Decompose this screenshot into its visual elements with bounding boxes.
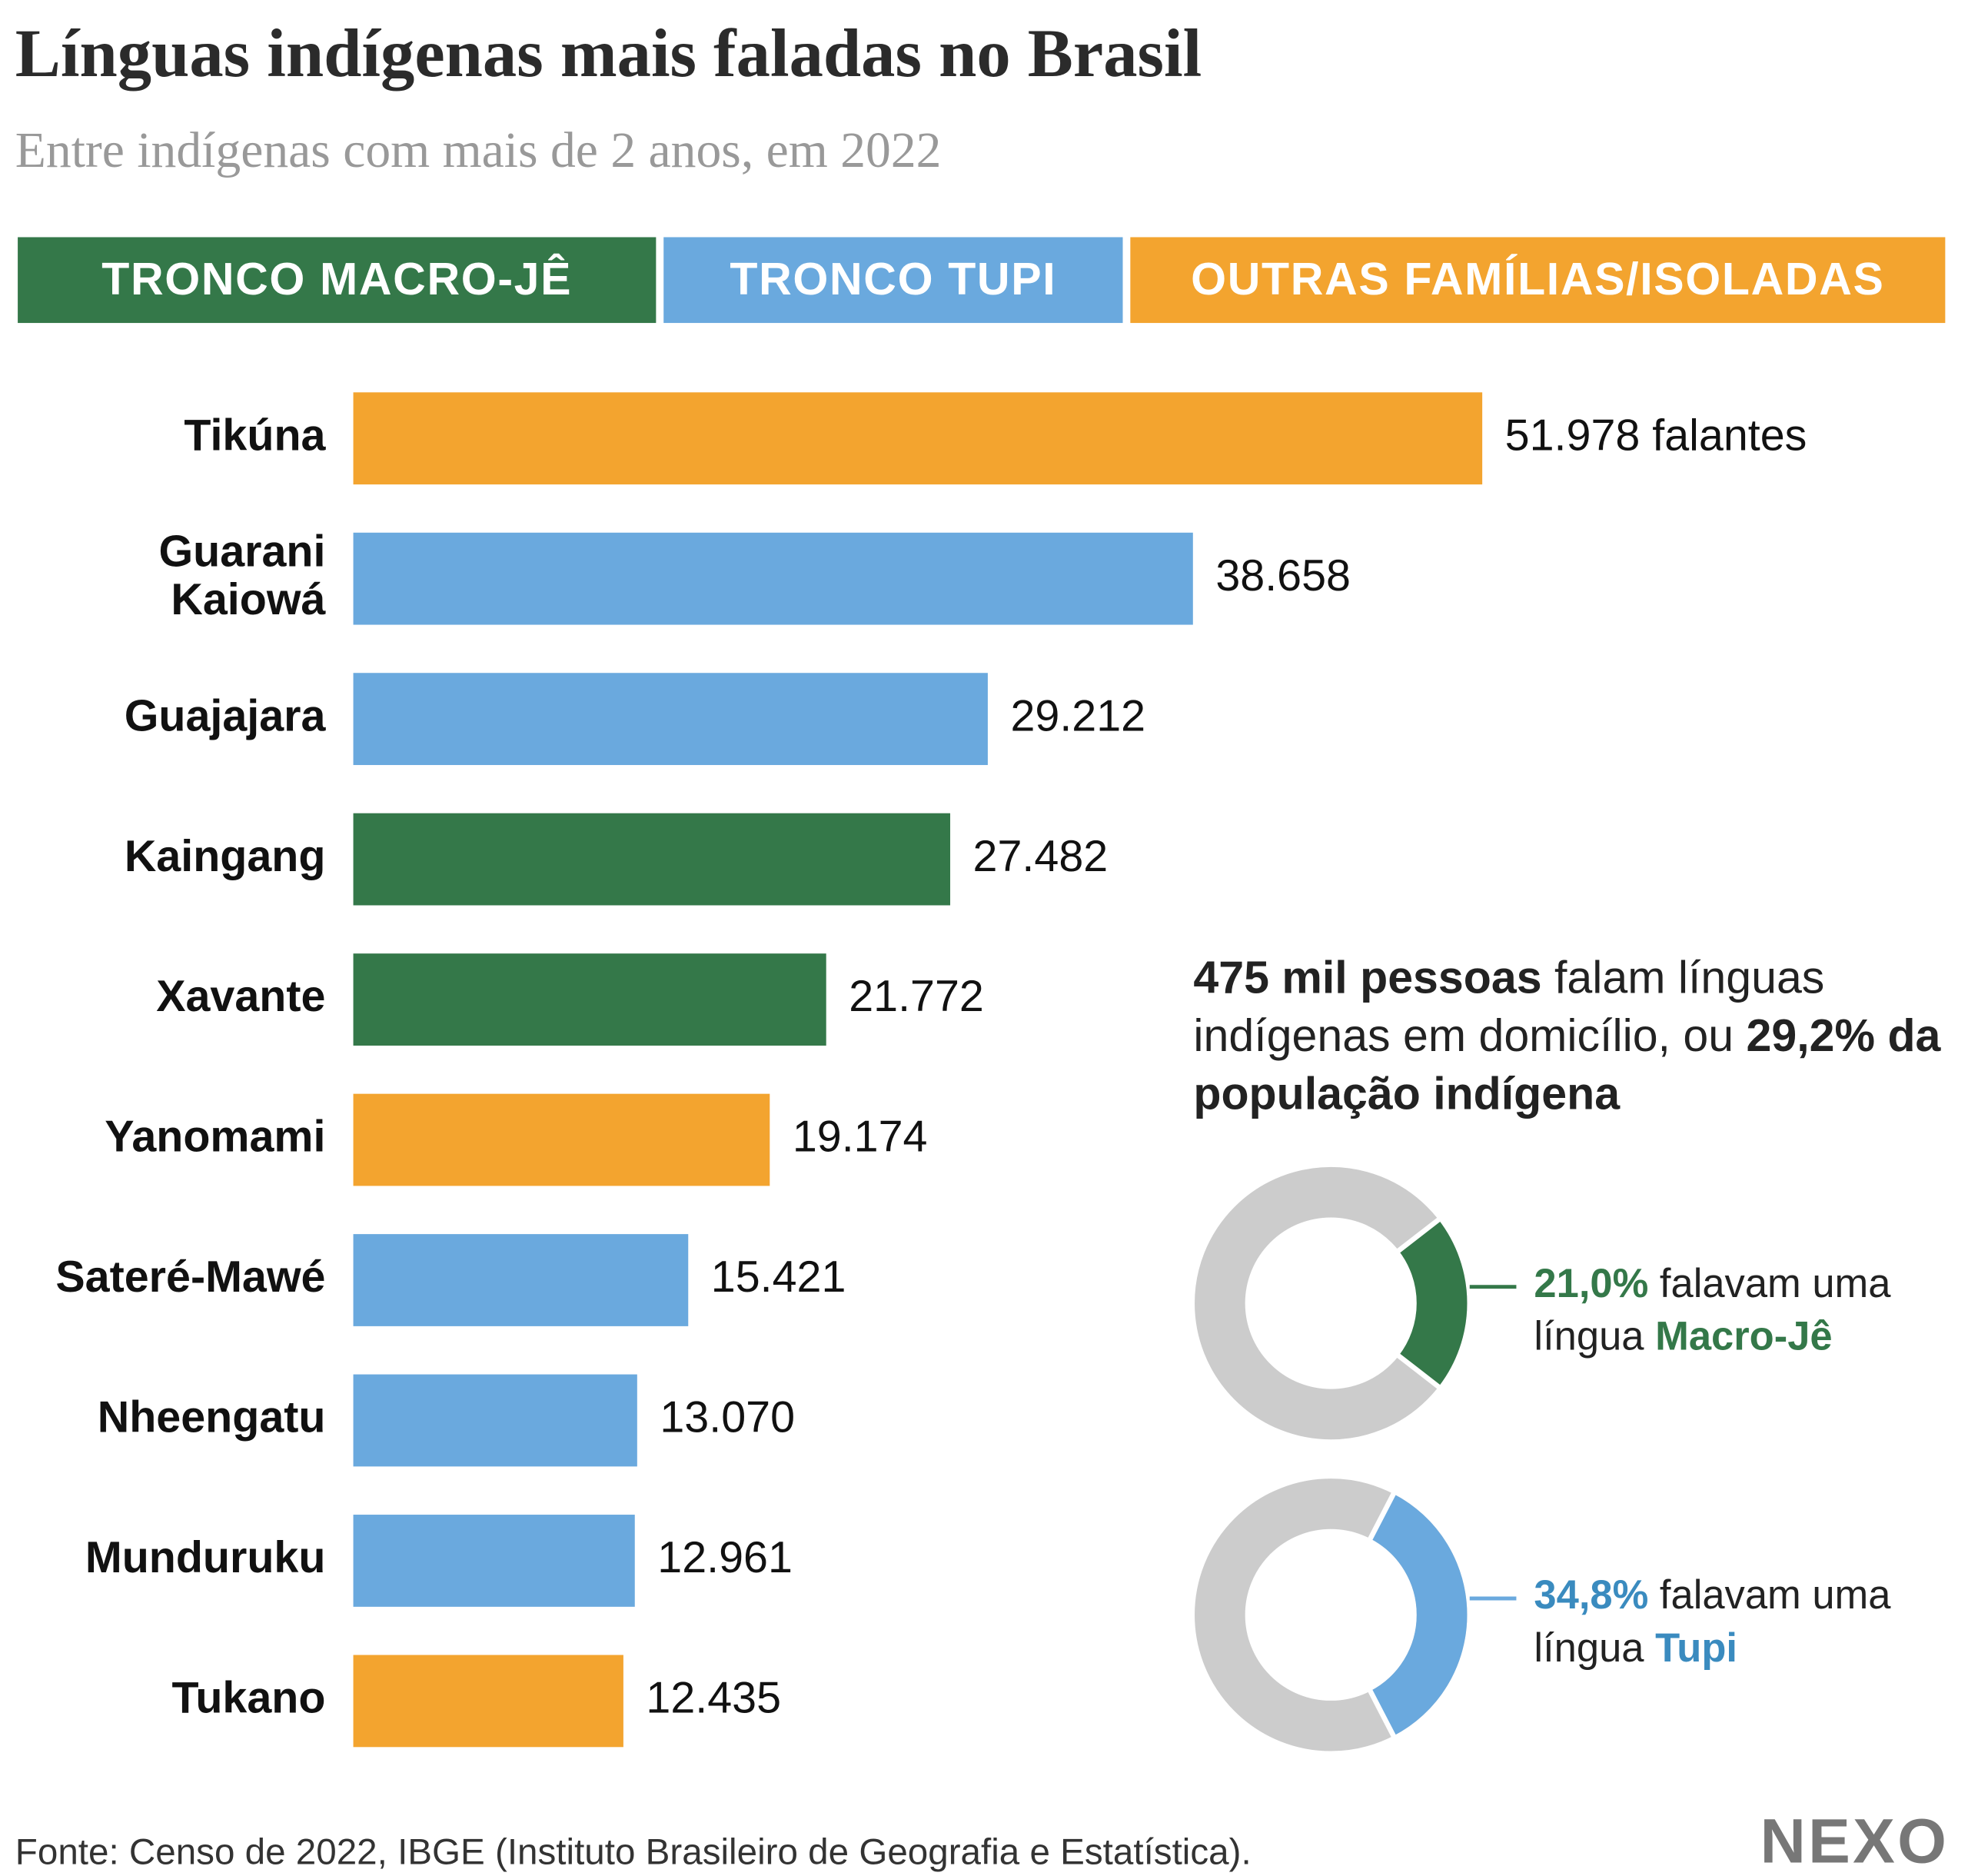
- legend-swatch: [18, 237, 657, 324]
- bar: [353, 1515, 635, 1607]
- category-label: Yanomami: [105, 1113, 325, 1162]
- category-label: Sateré-Mawé: [55, 1252, 325, 1302]
- value-label: 13.070: [660, 1393, 795, 1442]
- source: Fonte: Censo de 2022, IBGE (Instituto Br…: [15, 1832, 1252, 1873]
- value-label: 21.772: [849, 972, 984, 1021]
- legend-label: TRONCO TUPI: [730, 254, 1056, 304]
- donut-text: falavam uma língua: [1534, 1572, 1891, 1671]
- chart-subtitle: Entre indígenas com mais de 2 anos, em 2…: [15, 123, 942, 178]
- logo: NEXO: [1760, 1806, 1950, 1876]
- value-label: 27.482: [973, 832, 1109, 881]
- category-label: Kaingang: [125, 832, 326, 881]
- value-label: 29.212: [1010, 691, 1145, 740]
- value-label: 19.174: [793, 1113, 928, 1162]
- bar: [353, 1234, 689, 1326]
- donut-label-box: 34,8% falavam uma língua Tupi: [1534, 1568, 1967, 1675]
- annotation: 475 mil pessoas falam línguas indígenas …: [1193, 949, 1963, 1123]
- value-label: 12.435: [646, 1674, 781, 1723]
- donut-gap: [1367, 1491, 1397, 1738]
- bar: [353, 532, 1193, 625]
- donut-value-label: 21,0%: [1534, 1260, 1649, 1306]
- legend-swatch: [663, 237, 1123, 324]
- donut-gap: [1396, 1216, 1441, 1390]
- value-label: 38.658: [1215, 551, 1351, 600]
- category-label: Tukano: [172, 1674, 326, 1723]
- annotation-text: falam línguas indígenas em domicílio, ou: [1193, 951, 1825, 1061]
- chart-title: Línguas indígenas mais faladas no Brasil: [15, 16, 1202, 91]
- category-label: Guarani Kaiowá: [158, 527, 326, 624]
- bar: [353, 392, 1483, 485]
- category-label: Tikúna: [184, 411, 326, 460]
- donut-label: 34,8% falavam uma língua Tupi: [1534, 1568, 1967, 1675]
- donut-group: Macro-Jê: [1655, 1313, 1833, 1359]
- bar: [353, 673, 988, 766]
- category-label: Guajajara: [125, 691, 327, 740]
- donut-label-box: 21,0% falavam uma língua Macro-Jê: [1534, 1256, 1967, 1362]
- donut-label: 21,0% falavam uma língua Macro-Jê: [1534, 1256, 1967, 1362]
- value-label: 15.421: [711, 1252, 846, 1302]
- bar: [353, 1374, 637, 1467]
- bar: [353, 953, 826, 1046]
- bar: [353, 1093, 770, 1186]
- value-label: 12.961: [657, 1533, 793, 1582]
- donut-segment: [1369, 1493, 1468, 1736]
- value-label: 51.978 falantes: [1505, 411, 1807, 460]
- category-label: Nheengatu: [98, 1393, 326, 1442]
- legend-swatch: [1130, 237, 1946, 324]
- category-label: Xavante: [156, 972, 325, 1021]
- donut-segment: [1398, 1219, 1468, 1387]
- legend-label: TRONCO MACRO-JÊ: [101, 253, 572, 304]
- bar: [353, 813, 951, 906]
- donut-value-label: 34,8%: [1534, 1572, 1649, 1618]
- donut-group: Tupi: [1655, 1625, 1737, 1671]
- category-label: Munduruku: [85, 1533, 326, 1582]
- annotation-box: 475 mil pessoas falam línguas indígenas …: [1193, 949, 1963, 1123]
- annotation-bold: 475 mil pessoas: [1193, 951, 1542, 1003]
- legend-label: OUTRAS FAMÍLIAS/ISOLADAS: [1191, 254, 1884, 304]
- bar: [353, 1655, 623, 1748]
- annotation-bold: 29,2% da população indígena: [1193, 1009, 1941, 1119]
- donut-text: falavam uma língua: [1534, 1260, 1891, 1359]
